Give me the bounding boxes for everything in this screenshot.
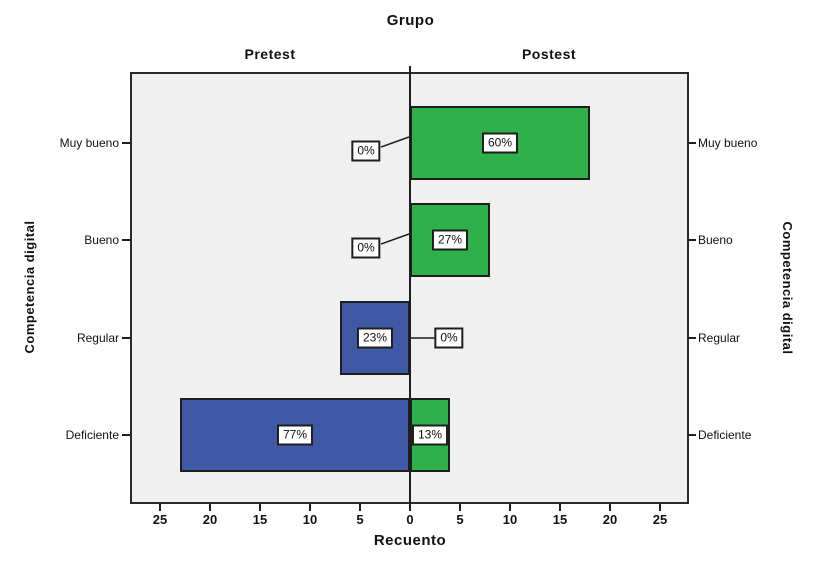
category-label-right-regular: Regular [698,331,741,345]
x-tick-mark [659,504,661,511]
category-tick-right-bueno [688,239,696,241]
category-tick-left-regular [122,337,130,339]
x-tick-mark [559,504,561,511]
chart-title: Grupo [386,12,435,29]
x-tick-label: 20 [202,512,218,527]
x-tick-label: 15 [552,512,568,527]
x-tick-mark [509,504,511,511]
panel-header-postest: Postest [521,46,577,62]
category-tick-right-regular [688,337,696,339]
x-tick-label: 15 [252,512,268,527]
category-tick-right-muy-bueno [688,142,696,144]
x-tick-mark [359,504,361,511]
category-label-right-muy-bueno: Muy bueno [698,136,758,150]
percent-label-postest-bueno: 27% [431,229,469,251]
y-axis-label-left: Competencia digital [22,220,37,354]
x-tick-label: 25 [652,512,668,527]
category-tick-left-bueno [122,239,130,241]
x-tick-mark [459,504,461,511]
x-axis-label: Recuento [373,532,447,549]
category-label-left-deficiente: Deficiente [65,428,119,442]
y-axis-label-right: Competencia digital [780,221,795,355]
category-label-left-bueno: Bueno [84,233,119,247]
x-tick-mark [209,504,211,511]
x-tick-label: 10 [502,512,518,527]
x-tick-label: 5 [456,512,464,527]
category-label-left-muy-bueno: Muy bueno [59,136,119,150]
category-tick-left-deficiente [122,434,130,436]
x-tick-mark [309,504,311,511]
percent-label-postest-deficiente: 13% [411,424,449,446]
percent-label-postest-regular: 0% [434,327,464,349]
percent-label-pretest-bueno: 0% [351,237,381,259]
center-axis-line [409,66,411,504]
x-tick-mark [159,504,161,511]
category-tick-right-deficiente [688,434,696,436]
category-label-left-regular: Regular [76,331,119,345]
x-tick-label: 5 [356,512,364,527]
x-tick-label: 10 [302,512,318,527]
category-label-right-deficiente: Deficiente [698,428,752,442]
x-tick-label: 0 [406,512,414,527]
x-tick-label: 25 [152,512,168,527]
x-tick-label: 20 [602,512,618,527]
percent-label-postest-muy-bueno: 60% [481,132,519,154]
percent-label-pretest-muy-bueno: 0% [351,140,381,162]
category-tick-left-muy-bueno [122,142,130,144]
percent-label-pretest-deficiente: 77% [276,424,314,446]
percent-label-pretest-regular: 23% [356,327,394,349]
x-tick-mark [259,504,261,511]
panel-header-pretest: Pretest [244,46,296,62]
category-label-right-bueno: Bueno [698,233,733,247]
x-tick-mark [409,504,411,511]
x-tick-mark [609,504,611,511]
